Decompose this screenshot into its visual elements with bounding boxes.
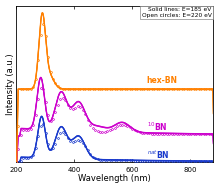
Text: Solid lines: E=185 eV
Open circles: E=220 eV: Solid lines: E=185 eV Open circles: E=22…: [142, 7, 212, 18]
Y-axis label: Intensity (a.u.): Intensity (a.u.): [5, 53, 14, 115]
Text: $^{nat}$BN: $^{nat}$BN: [147, 149, 169, 161]
Text: hex-BN: hex-BN: [147, 76, 178, 85]
X-axis label: Wavelength (nm): Wavelength (nm): [78, 174, 151, 184]
Text: $^{10}$BN: $^{10}$BN: [147, 121, 167, 133]
